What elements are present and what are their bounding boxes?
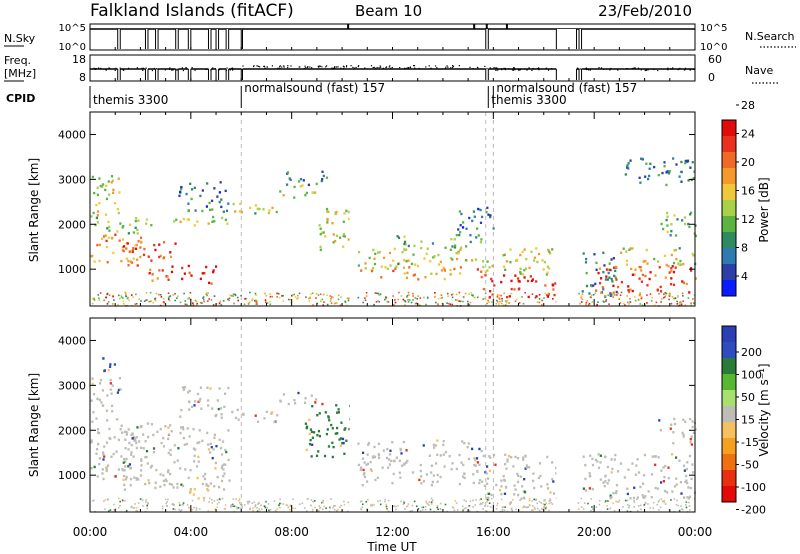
colorbar-tick-label: 4 [741,270,748,283]
colorbar-tick-label: 12 [741,213,755,226]
colorbar-tick-label: 24 [741,128,755,141]
freq-tick-bottom: 8 [79,71,86,84]
colorbar-tick-label: -100 [741,481,766,494]
freq-strip: Freq. [MHz] 18 8 60 0 Nave [4,53,780,84]
range-tick-label: 1000 [58,263,86,276]
nsky-label: N.Sky [4,32,36,45]
colorbar-tick-label: 15 [741,414,755,427]
time-tick-label: 08:00 [274,525,309,539]
range-tick-label: 2000 [58,424,86,437]
range-tick-label: 3000 [58,173,86,186]
range-tick-label: 4000 [58,334,86,347]
velocity-colorbar-label: Velocity [m s⁻¹] [757,363,771,456]
freq-tick-top: 18 [72,53,86,66]
velocity-colorbar: 200 100 50 15 -15 -50 -100 -200 [721,325,766,517]
power-colorbar: 4 8 12 16 20 24 28 [721,99,755,297]
velocity-ylabel: Slant Range [km] [27,373,41,477]
colorbar-tick-label: -50 [741,459,759,472]
beam-label: Beam 10 [355,2,422,20]
nsky-tick-bottom: 10^0 [59,42,86,53]
power-panel: 1000 2000 3000 4000 [58,111,698,307]
colorbar-tick-label: 20 [741,156,755,169]
time-tick-label: 16:00 [476,525,511,539]
time-tick-label: 00:00 [73,525,108,539]
cpid-segment-label: themis 3300 [93,93,168,107]
colorbar-tick-label: -15 [741,436,759,449]
nsky-tick-top: 10^5 [59,23,86,34]
nsearch-label: N.Search [745,30,795,43]
colorbar-tick-label: 200 [741,346,762,359]
freq-unit-label: [MHz] [4,67,36,80]
range-tick-label: 4000 [58,128,86,141]
range-tick-label: 3000 [58,379,86,392]
colorbar-tick-label: 8 [741,242,748,255]
cpid-label: CPID [6,92,35,105]
cpid-segment-label: normalsound (fast) 157 [496,81,637,95]
nsky-strip: N.Sky 10^5 10^0 10^5 10^0 N.Search [4,23,796,53]
nave-tick-bottom: 0 [708,71,715,84]
freq-label: Freq. [4,54,31,67]
power-ylabel: Slant Range [km] [27,158,41,262]
colorbar-tick-label: 28 [741,99,755,112]
time-tick-label: 00:00 [678,525,713,539]
range-tick-label: 1000 [58,469,86,482]
colorbar-tick-label: 100 [741,369,762,382]
nsearch-tick-top: 10^5 [700,23,727,34]
time-tick-label: 20:00 [577,525,612,539]
colorbar-tick-label: -200 [741,504,766,517]
velocity-echoes [90,357,697,513]
colorbar-tick-label: 16 [741,185,755,198]
nave-label: Nave [745,64,773,77]
cpid-segment-label: normalsound (fast) 157 [244,81,385,95]
nave-tick-top: 60 [708,53,722,66]
time-tick-label: 04:00 [174,525,209,539]
date-label: 23/Feb/2010 [598,2,692,20]
time-xlabel: Time UT [366,540,417,554]
time-tick-label: 12:00 [375,525,410,539]
range-tick-label: 2000 [58,218,86,231]
cpid-segment-label: themis 3300 [491,93,566,107]
power-colorbar-label: Power [dB] [757,177,771,242]
station-title: Falkland Islands (fitACF) [90,1,294,21]
nsearch-tick-bottom: 10^0 [700,42,727,53]
velocity-panel: 1000 2000 3000 4000 00:00 04:00 08:00 12:00 16:0… [58,317,713,539]
colorbar-tick-label: 50 [741,391,755,404]
